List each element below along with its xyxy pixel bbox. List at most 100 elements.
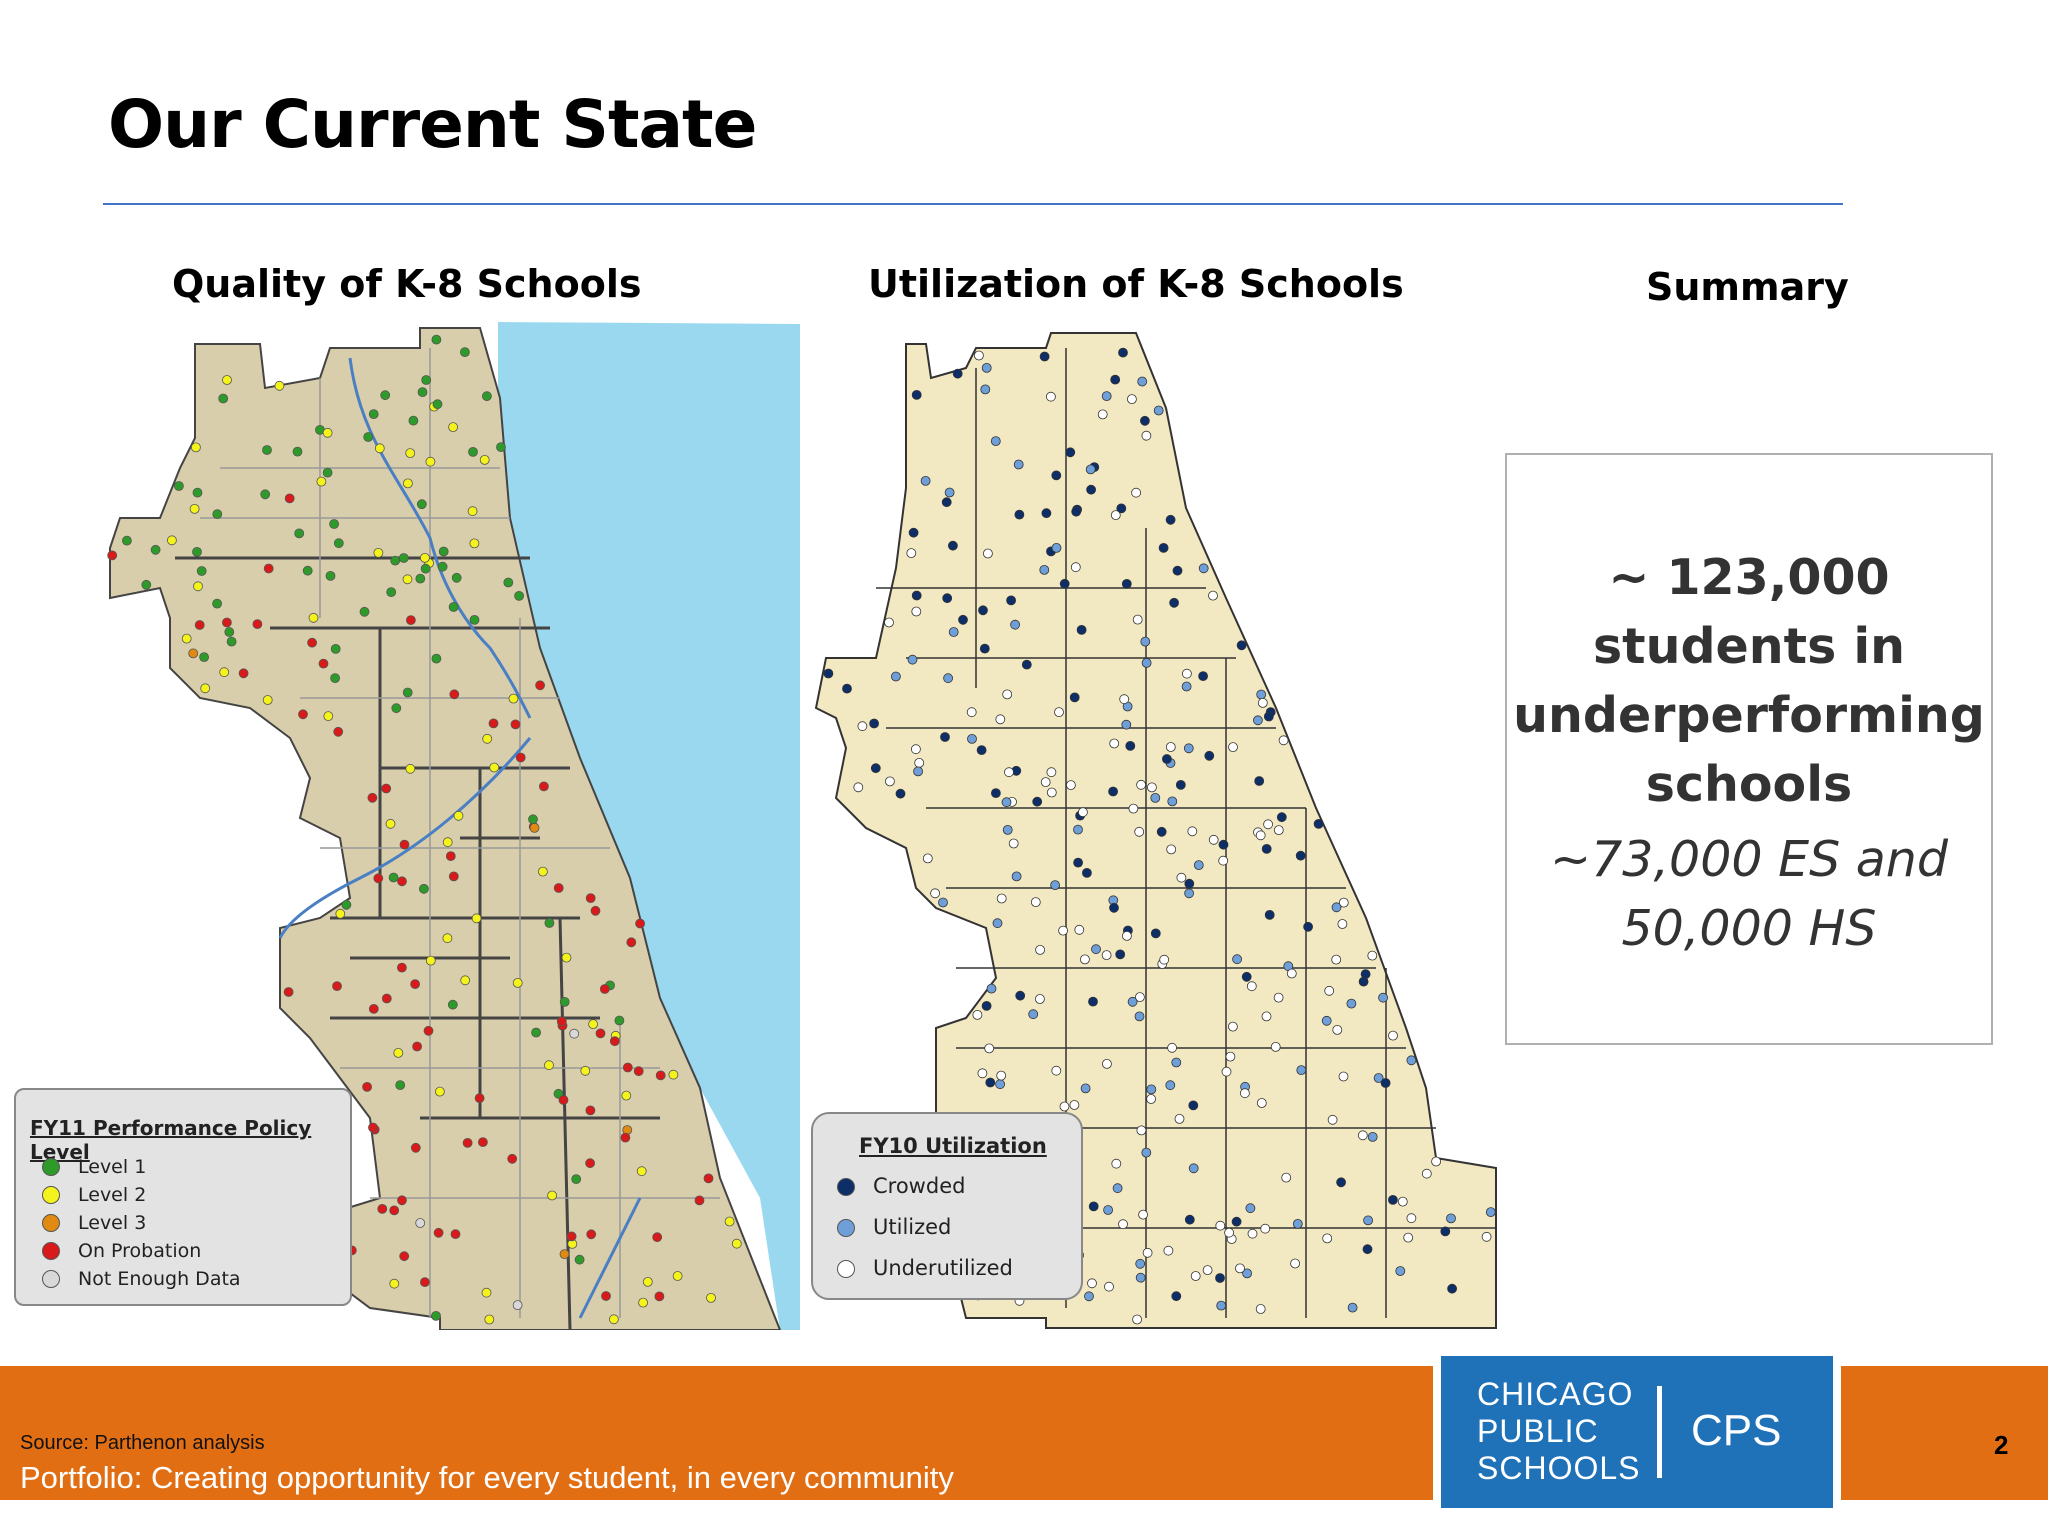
school-dot bbox=[224, 627, 235, 637]
school-dot bbox=[1058, 925, 1069, 936]
school-dot bbox=[1296, 1065, 1307, 1075]
school-dot bbox=[508, 693, 519, 704]
school-dot bbox=[1010, 619, 1021, 630]
school-dot bbox=[1255, 830, 1266, 841]
school-dot bbox=[569, 1028, 580, 1039]
school-dot bbox=[450, 1229, 461, 1239]
school-dot bbox=[586, 1229, 597, 1240]
school-dot bbox=[373, 547, 384, 558]
school-dot bbox=[1332, 1025, 1343, 1035]
school-dot bbox=[940, 732, 950, 742]
school-dot bbox=[1085, 464, 1096, 475]
school-dot bbox=[1041, 508, 1052, 519]
school-dot bbox=[238, 668, 249, 679]
calumet-river bbox=[578, 1197, 642, 1319]
school-dot bbox=[1347, 1302, 1358, 1313]
school-dot bbox=[1109, 902, 1119, 913]
school-dot bbox=[1256, 1098, 1267, 1108]
school-dot bbox=[1260, 1223, 1271, 1234]
school-dot bbox=[1261, 844, 1272, 854]
school-dot bbox=[544, 918, 555, 928]
school-dot bbox=[181, 633, 192, 644]
school-dot bbox=[531, 1027, 542, 1038]
logo-line-2: PUBLIC bbox=[1477, 1413, 1599, 1449]
school-dot bbox=[1270, 1042, 1281, 1052]
school-dot bbox=[425, 955, 436, 966]
school-dot bbox=[1380, 1078, 1391, 1088]
underutilized-dot bbox=[837, 1260, 855, 1278]
school-dot bbox=[1167, 796, 1178, 807]
school-dot bbox=[1074, 924, 1085, 935]
school-dot bbox=[1181, 668, 1192, 679]
school-dot bbox=[947, 540, 958, 551]
school-dot bbox=[322, 427, 333, 438]
school-dot bbox=[911, 390, 922, 400]
school-dot bbox=[601, 1291, 611, 1301]
school-dot bbox=[1088, 996, 1098, 1007]
school-dot bbox=[992, 918, 1003, 929]
school-dot bbox=[1263, 819, 1274, 830]
school-dot bbox=[1045, 391, 1056, 402]
school-dot bbox=[706, 1293, 716, 1303]
school-dot bbox=[620, 1132, 631, 1143]
school-dot bbox=[1184, 878, 1195, 889]
school-dot bbox=[538, 781, 549, 792]
school-dot bbox=[1116, 503, 1127, 514]
school-dot bbox=[1065, 447, 1076, 458]
school-dot bbox=[1073, 857, 1084, 868]
school-dot bbox=[1121, 719, 1132, 730]
school-dot bbox=[1403, 1232, 1414, 1243]
utilization-map bbox=[814, 332, 1497, 1329]
school-dot bbox=[1235, 1263, 1245, 1274]
school-dot bbox=[402, 478, 413, 489]
school-dot bbox=[1257, 697, 1268, 708]
school-dot bbox=[442, 837, 453, 848]
school-dot bbox=[451, 572, 462, 583]
school-dot bbox=[503, 577, 514, 588]
school-dot bbox=[884, 617, 894, 628]
quality-heading: Quality of K-8 Schools bbox=[172, 262, 642, 306]
school-dot bbox=[823, 668, 834, 679]
school-dot bbox=[1118, 1219, 1128, 1230]
school-dot bbox=[911, 606, 922, 617]
school-dot bbox=[703, 1173, 714, 1184]
school-dot bbox=[1163, 1245, 1174, 1256]
school-dot bbox=[1103, 1205, 1114, 1215]
school-dot bbox=[1198, 563, 1209, 574]
source-note: Source: Parthenon analysis bbox=[20, 1432, 265, 1454]
school-dot bbox=[396, 962, 407, 973]
school-dot bbox=[212, 598, 222, 609]
school-dot bbox=[1218, 855, 1229, 866]
school-dot bbox=[885, 776, 895, 787]
school-dot bbox=[459, 347, 470, 357]
school-dot bbox=[442, 933, 453, 944]
school-dot bbox=[1165, 514, 1176, 525]
school-dot bbox=[966, 707, 977, 718]
school-dot bbox=[1367, 950, 1378, 961]
school-dot bbox=[1161, 754, 1172, 764]
school-dot bbox=[419, 552, 430, 563]
logo-line-1: CHICAGO bbox=[1477, 1376, 1634, 1412]
school-dot bbox=[448, 871, 459, 882]
school-dot bbox=[417, 387, 428, 397]
utilization-legend-title: FY10 Utilization bbox=[859, 1134, 1047, 1158]
school-dot bbox=[1013, 459, 1024, 470]
logo-divider bbox=[1657, 1386, 1662, 1478]
school-dot bbox=[1070, 562, 1081, 573]
school-dot bbox=[1110, 510, 1121, 521]
school-dot bbox=[1139, 415, 1150, 426]
school-dot bbox=[1216, 1300, 1227, 1311]
school-dot bbox=[1035, 945, 1046, 955]
school-dot bbox=[1121, 578, 1132, 589]
school-dot bbox=[588, 1019, 599, 1029]
legend-crowded: Crowded bbox=[873, 1174, 966, 1198]
school-dot bbox=[474, 1093, 485, 1103]
school-dot bbox=[1040, 777, 1051, 788]
summary-box: ~ 123,000 students in underperforming sc… bbox=[1505, 453, 1993, 1045]
school-dot bbox=[1252, 715, 1263, 726]
school-dot bbox=[580, 1065, 591, 1076]
school-dot bbox=[434, 1086, 445, 1097]
school-dot bbox=[1481, 1231, 1492, 1242]
school-dot bbox=[1181, 681, 1192, 692]
school-dot bbox=[1126, 394, 1137, 404]
